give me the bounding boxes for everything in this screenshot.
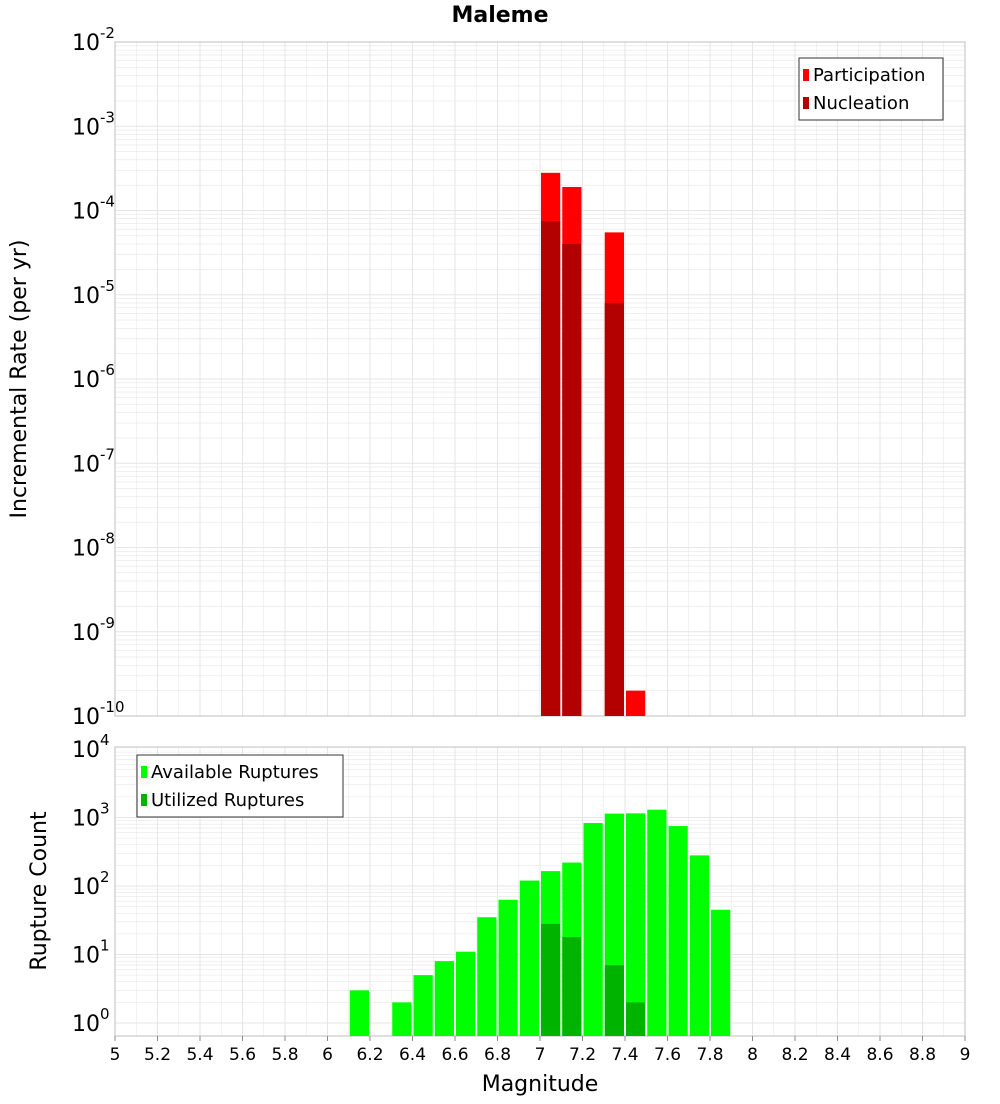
x-tick-label: 8.8 [909,1045,936,1065]
count-y-axis-label: Rupture Count [27,811,52,971]
x-tick-label: 6.6 [441,1045,468,1065]
count-y-tick-label: 104 [72,731,110,763]
available-ruptures-bar [519,880,539,1036]
rate-y-tick-label: 10-8 [72,530,115,562]
x-tick-label: 7.6 [654,1045,681,1065]
rate-plot: 10-10 10-9 10-8 10-7 10-6 10-5 10-4 10-3 10-2 In… [7,24,966,730]
legend-entry: Nucleation [813,93,909,114]
x-tick-label: 5.2 [144,1045,171,1065]
available-ruptures-bar [349,990,369,1036]
utilized-ruptures-bar [541,923,561,1036]
nucleation-bar [541,221,561,716]
x-tick-label: 7.8 [696,1045,723,1065]
x-tick-label: 7.4 [611,1045,638,1065]
available-ruptures-bar [711,909,731,1036]
available-ruptures-bar [626,813,646,1036]
utilized-ruptures-bar [626,1002,646,1036]
rate-y-ticks: 10-10 10-9 10-8 10-7 10-6 10-5 10-4 10-3 10-2 [72,24,125,730]
x-tick-label: 8.4 [824,1045,851,1065]
chart-title: Maleme [451,3,548,28]
available-ruptures-bar [456,951,476,1036]
participation-bar [626,690,646,716]
available-ruptures-bar [689,855,709,1036]
count-y-ticks: 100 101 102 103 104 [72,731,110,1037]
count-y-tick-label: 100 [72,1005,110,1037]
count-y-tick-label: 102 [72,868,110,900]
rate-y-tick-label: 10-2 [72,24,115,56]
x-axis-ticks: 5 5.2 5.4 5.6 5.8 6 6.2 6.4 6.6 6.8 7 7.2 7.4 7.6 7.8 8… [110,1036,971,1065]
available-ruptures-bar [392,1002,412,1036]
legend-swatch [141,766,147,778]
legend-box [136,754,344,818]
x-tick-label: 6.2 [356,1045,383,1065]
legend-swatch [803,69,809,81]
available-ruptures-bar [498,899,518,1036]
rate-grid [114,42,966,717]
rate-plot-frame [114,41,966,717]
x-tick-label: 5 [110,1045,121,1065]
rate-bars [541,172,646,717]
legend-entry: Participation [813,65,925,86]
legend-swatch [803,97,809,109]
x-tick-label: 6.4 [399,1045,426,1065]
available-ruptures-bar [647,809,667,1036]
legend-box [798,57,944,121]
count-y-tick-label: 101 [72,937,110,969]
x-tick-label: 7 [535,1045,546,1065]
x-tick-label: 6 [322,1045,333,1065]
available-ruptures-bar [583,823,603,1036]
rate-y-tick-label: 10-10 [72,698,125,730]
x-tick-label: 8.6 [866,1045,893,1065]
nucleation-bar [604,302,624,716]
x-tick-label: 8 [747,1045,758,1065]
legend-entry: Utilized Ruptures [151,790,304,811]
x-tick-label: 6.8 [484,1045,511,1065]
x-tick-label: 5.6 [229,1045,256,1065]
x-axis-label: Magnitude [482,1072,599,1097]
x-tick-label: 5.8 [271,1045,298,1065]
rate-y-tick-label: 10-5 [72,277,115,309]
rate-y-tick-label: 10-9 [72,614,115,646]
x-tick-label: 8.2 [781,1045,808,1065]
x-tick-label: 5.4 [186,1045,213,1065]
rate-y-tick-label: 10-6 [72,361,115,393]
count-y-tick-label: 103 [72,800,110,832]
legend-swatch [141,794,147,806]
legend-entry: Available Ruptures [151,762,319,783]
rate-y-tick-label: 10-4 [72,193,115,225]
rate-y-axis-label: Incremental Rate (per yr) [7,240,32,519]
rate-legend: Participation Nucleation [798,57,944,121]
count-plot: 100 101 102 103 104 Rupture Count Available … [27,731,966,1037]
x-tick-label: 7.2 [569,1045,596,1065]
utilized-ruptures-bar [604,965,624,1036]
count-legend: Available Ruptures Utilized Ruptures [136,754,344,818]
utilized-ruptures-bar [562,937,582,1036]
available-ruptures-bar [413,975,433,1036]
available-ruptures-bar [668,826,688,1036]
count-bars [349,809,731,1036]
available-ruptures-bar [477,917,497,1036]
rate-y-tick-label: 10-7 [72,445,115,477]
nucleation-bar [562,244,582,717]
rate-y-tick-label: 10-3 [72,108,115,140]
x-tick-label: 9 [960,1045,971,1065]
available-ruptures-bar [434,961,454,1036]
